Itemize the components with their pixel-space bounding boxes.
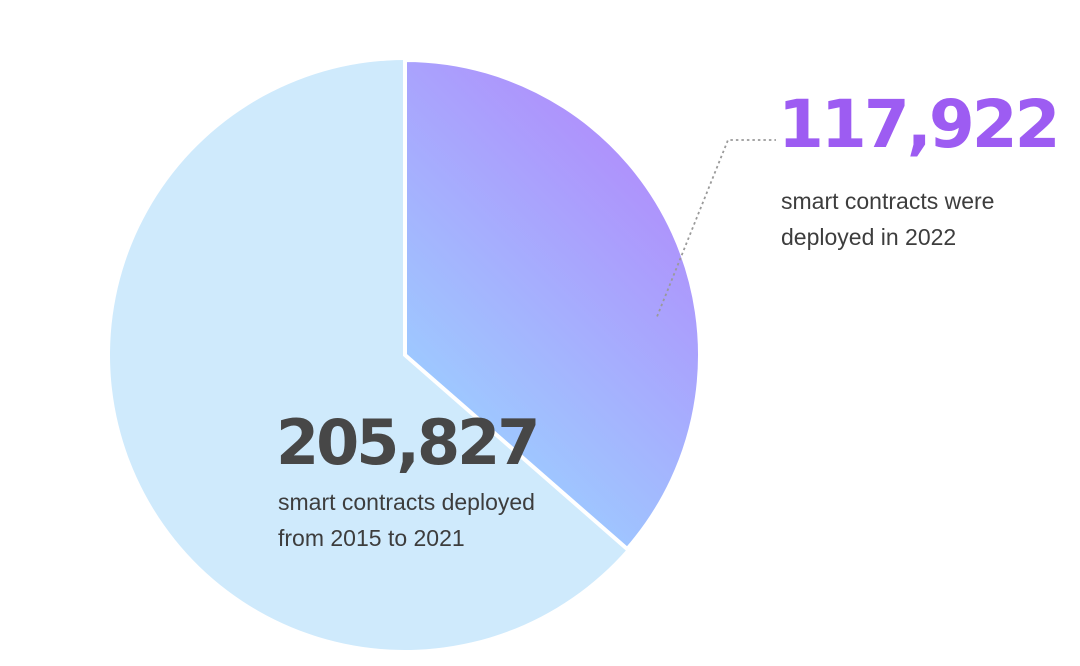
caption-line: from 2015 to 2021 [278, 525, 465, 551]
pie-slice-2022 [403, 57, 702, 552]
slice-caption-2015-2021: smart contracts deployed from 2015 to 20… [278, 484, 535, 556]
leader-line [656, 139, 776, 317]
pie-slice-2015-2021 [109, 60, 628, 650]
slice-value-2022: 117,922 [778, 86, 1061, 163]
slice-caption-2022: smart contracts were deployed in 2022 [781, 183, 994, 255]
caption-line: smart contracts were [781, 188, 995, 214]
slice-value-2015-2021: 205,827 [276, 406, 540, 479]
caption-line: deployed in 2022 [781, 224, 957, 250]
caption-line: smart contracts deployed [278, 489, 535, 515]
